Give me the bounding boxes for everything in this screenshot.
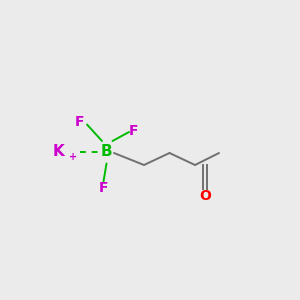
Text: K: K: [52, 144, 64, 159]
Text: +: +: [69, 152, 78, 162]
Text: O: O: [200, 190, 211, 203]
Text: F: F: [129, 124, 138, 137]
Text: B: B: [101, 144, 112, 159]
Text: F: F: [75, 115, 84, 128]
Text: F: F: [99, 181, 108, 194]
